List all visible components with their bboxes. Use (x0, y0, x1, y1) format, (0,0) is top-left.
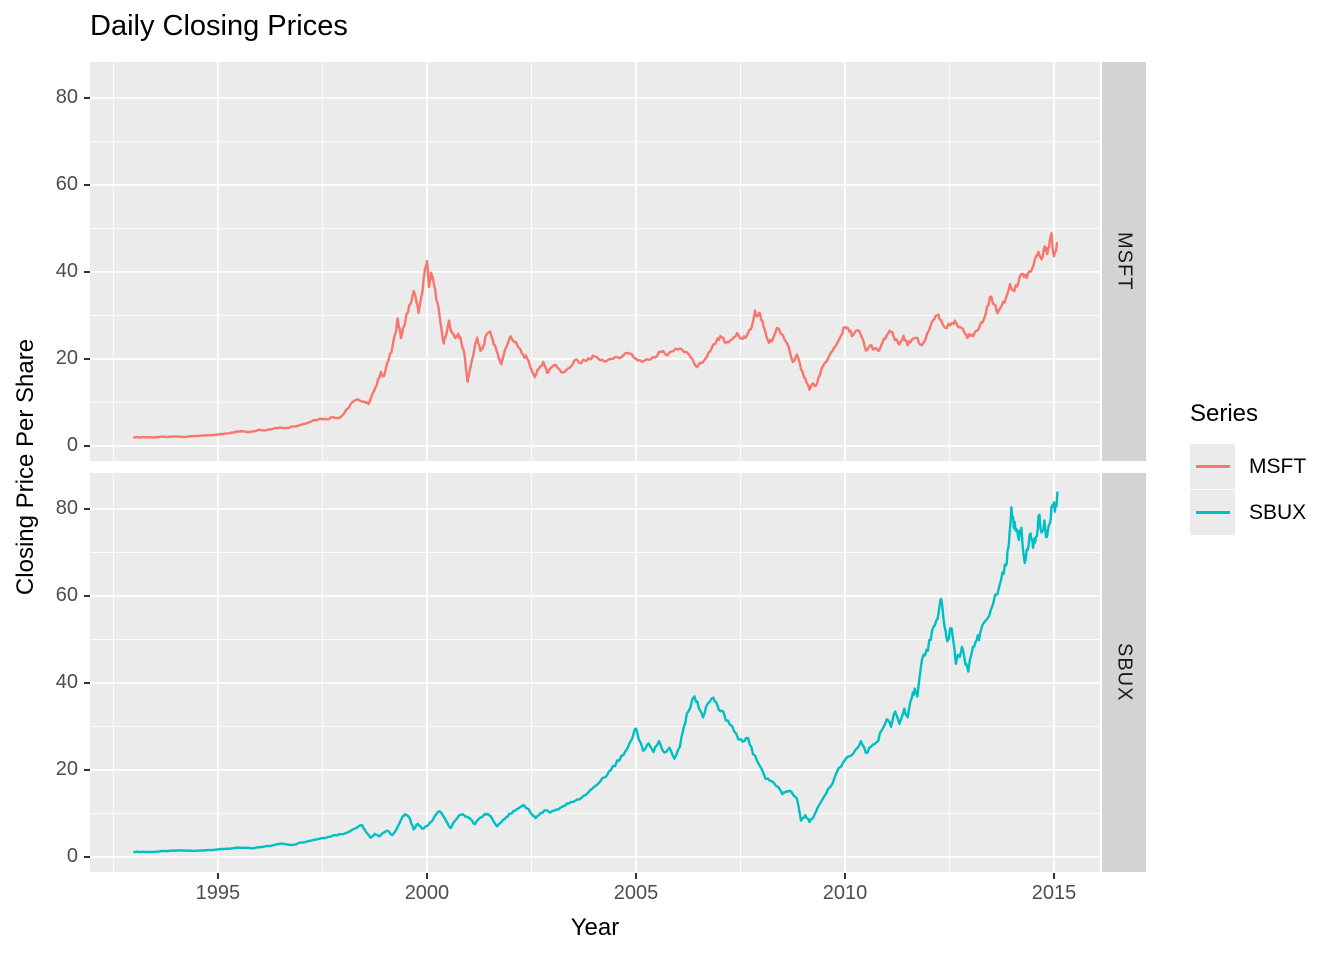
series-line-msft (133, 232, 1059, 439)
x-tick-label: 2000 (404, 882, 450, 904)
y-tick-label: 60 (55, 173, 78, 195)
y-tick-mark (84, 97, 90, 100)
legend-label-msft: MSFT (1249, 455, 1307, 478)
y-tick-mark (84, 270, 90, 273)
y-tick-mark (84, 508, 90, 511)
facet-strip-sbux: SBUX (1102, 473, 1146, 872)
x-tick-mark (1053, 873, 1055, 879)
series-line-sbux (133, 491, 1059, 854)
facet-strip-label: SBUX (1113, 643, 1136, 702)
x-tick-mark (634, 873, 637, 879)
legend-key-msft (1190, 444, 1235, 489)
y-tick-label: 0 (66, 433, 78, 456)
x-tick-label: 2015 (1031, 882, 1077, 904)
legend-line-msft (1195, 464, 1230, 469)
plot-title: Daily Closing Prices (90, 10, 348, 42)
y-tick-label: 0 (66, 844, 78, 867)
y-tick-mark (84, 681, 90, 684)
y-tick-mark (84, 855, 90, 858)
y-tick-label: 80 (55, 497, 78, 520)
y-tick-label: 80 (55, 86, 78, 109)
y-tick-mark (84, 768, 90, 771)
x-axis-title: Year (570, 914, 620, 941)
legend-title: Series (1190, 400, 1259, 427)
x-tick-label: 2010 (822, 882, 868, 904)
y-tick-label: 40 (55, 259, 78, 282)
y-tick-label: 20 (55, 346, 78, 369)
facet-strip-label: MSFT (1113, 232, 1136, 291)
y-axis-title: Closing Price Per Share (12, 338, 39, 596)
y-tick-mark (84, 444, 90, 447)
x-tick-mark (425, 873, 428, 879)
y-tick-mark (84, 595, 90, 597)
panel-msft (90, 62, 1100, 461)
x-tick-label: 2005 (613, 882, 659, 904)
y-tick-mark (84, 357, 90, 360)
legend-line-sbux (1195, 510, 1230, 515)
legend-label-sbux: SBUX (1249, 501, 1307, 524)
x-tick-mark (843, 873, 846, 879)
y-tick-mark (84, 184, 90, 186)
y-tick-label: 60 (55, 584, 78, 606)
legend-key-sbux (1190, 490, 1235, 535)
x-tick-mark (216, 873, 219, 879)
facet-strip-msft: MSFT (1102, 62, 1146, 461)
y-tick-label: 20 (55, 757, 78, 780)
panel-sbux (90, 473, 1100, 872)
x-tick-label: 1995 (195, 882, 241, 904)
y-tick-label: 40 (55, 670, 78, 693)
